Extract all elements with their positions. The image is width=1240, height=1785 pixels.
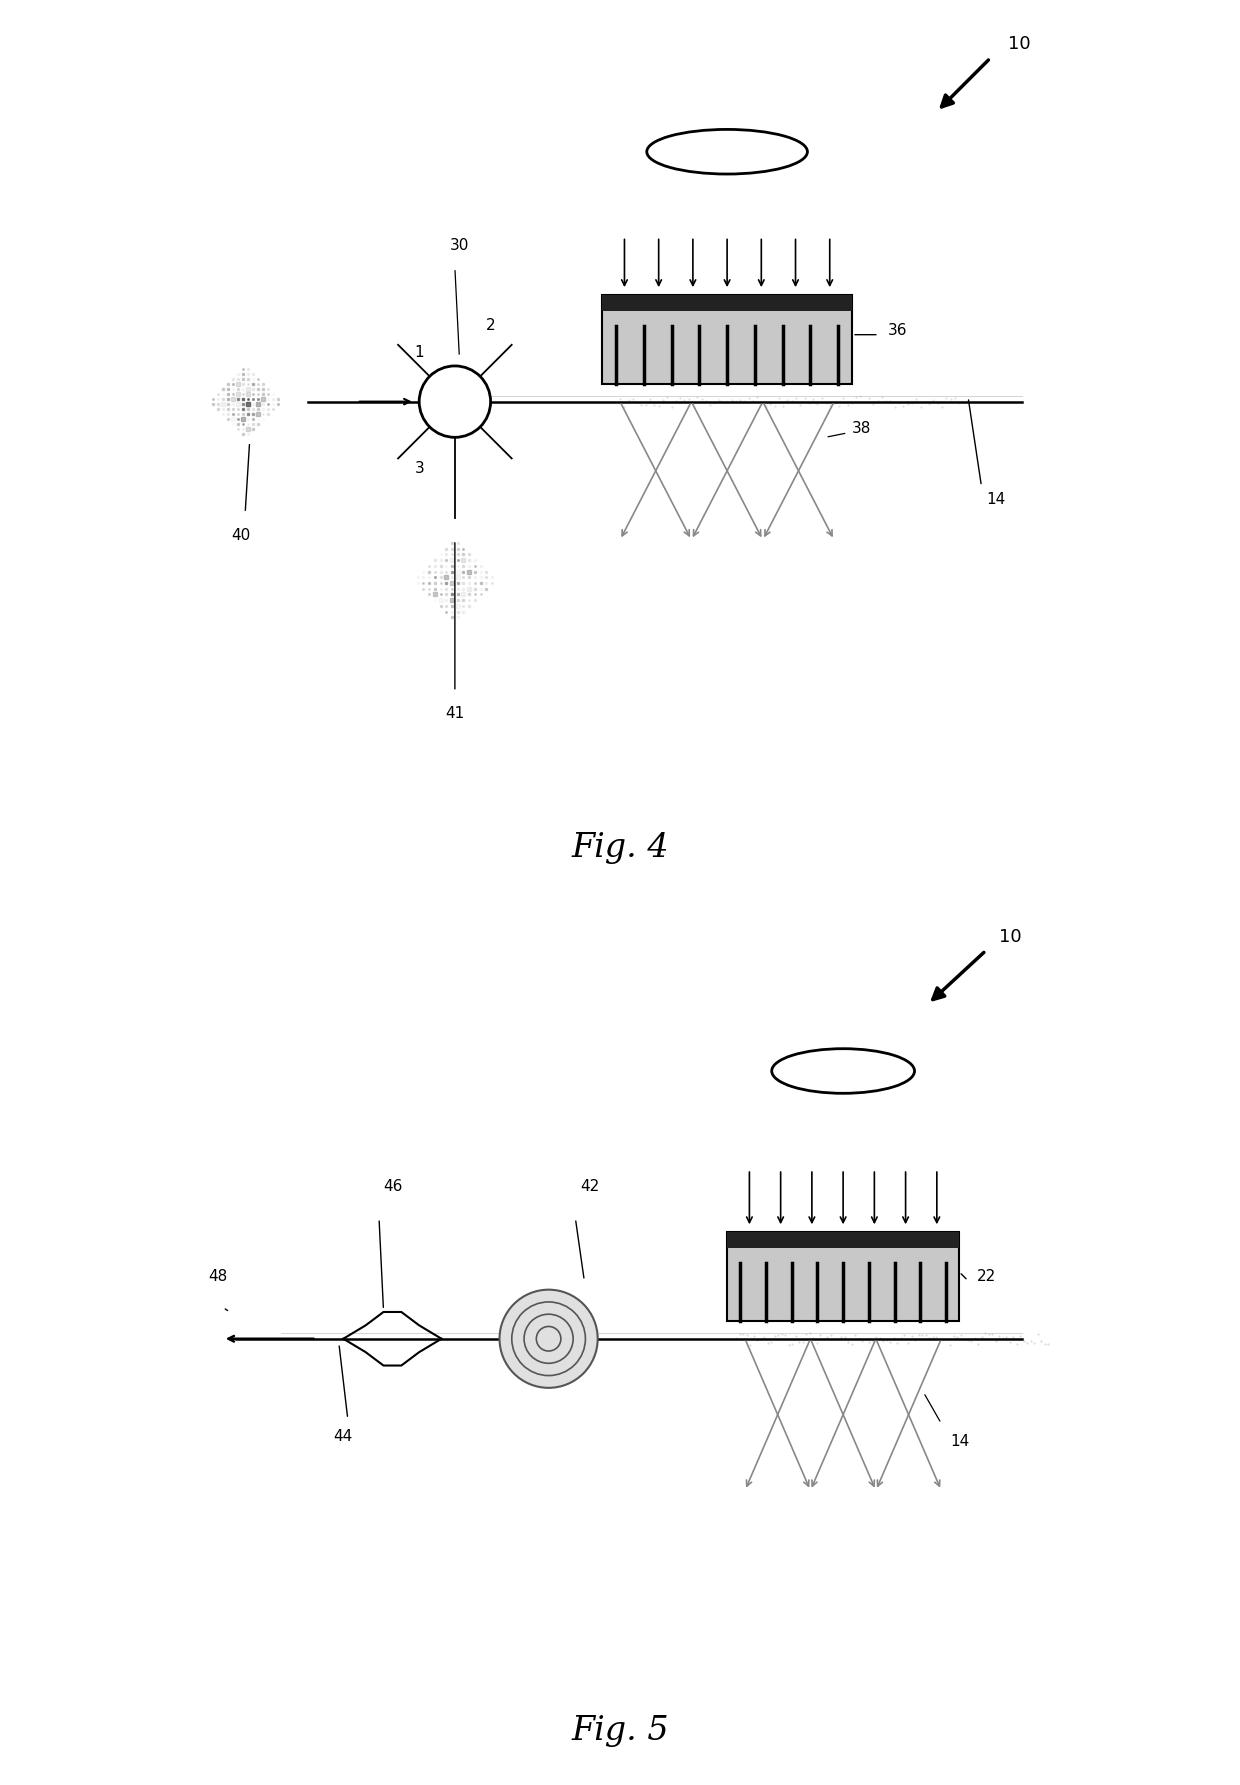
Text: 36: 36 [888,323,908,337]
Text: 38: 38 [852,421,872,436]
Text: 10: 10 [1008,36,1030,54]
Text: 48: 48 [208,1269,228,1283]
Text: 3: 3 [414,461,424,477]
Text: 22: 22 [977,1269,996,1283]
Text: 40: 40 [231,528,250,543]
Circle shape [500,1289,598,1389]
Text: Fig. 5: Fig. 5 [572,1715,668,1748]
Text: 2: 2 [486,318,496,334]
Text: 14: 14 [950,1433,970,1449]
Ellipse shape [647,130,807,175]
Text: 41: 41 [445,707,465,721]
Bar [603,295,852,384]
Text: 30: 30 [450,237,469,253]
Text: 10: 10 [999,928,1022,946]
Circle shape [419,366,491,437]
Text: Fig. 4: Fig. 4 [572,832,668,864]
Bar [603,295,852,311]
Bar [727,1232,960,1321]
Text: 14: 14 [986,493,1006,507]
Bar [727,1232,960,1248]
Text: 46: 46 [383,1180,403,1194]
Text: 42: 42 [580,1180,599,1194]
Ellipse shape [771,1048,915,1092]
Text: 44: 44 [334,1430,353,1444]
Text: 1: 1 [414,345,424,361]
